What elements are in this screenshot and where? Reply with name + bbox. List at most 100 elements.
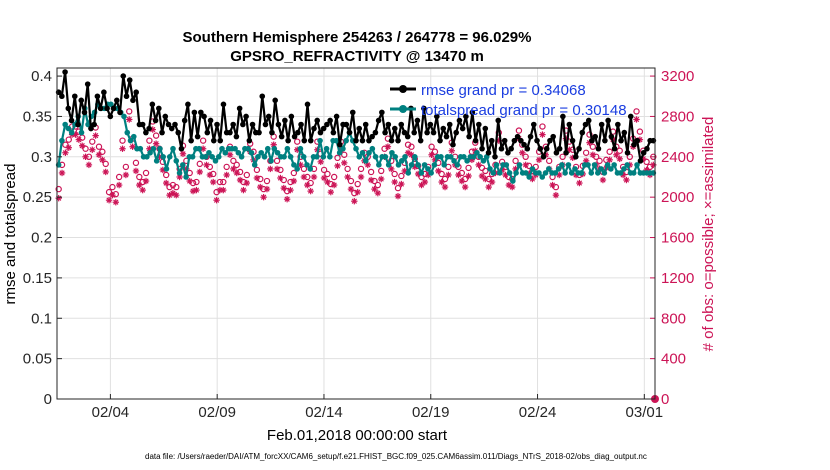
spread-point xyxy=(591,162,598,168)
rmse-point xyxy=(346,129,353,136)
spread-point xyxy=(150,145,157,152)
spread-point xyxy=(630,170,637,176)
assimilated-obs-marker xyxy=(317,158,324,166)
rmse-point xyxy=(547,137,553,144)
rmse-point xyxy=(94,93,101,100)
rmse-point xyxy=(550,133,556,140)
spread-point xyxy=(405,170,412,176)
rmse-point xyxy=(427,121,434,128)
assimilated-obs-marker xyxy=(273,165,281,173)
possible-obs-marker xyxy=(99,148,106,155)
assimilated-obs-marker xyxy=(85,161,93,169)
spread-point xyxy=(307,166,314,172)
assimilated-obs-marker xyxy=(210,178,217,186)
possible-obs-marker xyxy=(119,137,126,144)
rmse-point xyxy=(353,137,359,144)
chart-title: Southern Hemisphere 254263 / 264778 = 96… xyxy=(183,29,532,46)
assimilated-obs-marker xyxy=(384,143,392,150)
possible-obs-marker xyxy=(95,143,103,150)
possible-obs-marker xyxy=(465,164,472,172)
spread-point xyxy=(510,178,516,184)
spread-point xyxy=(268,158,274,164)
possible-obs-marker xyxy=(391,170,398,178)
spread-point xyxy=(385,162,392,168)
y2-tick-label: 800 xyxy=(661,310,686,327)
plot-frame xyxy=(56,67,656,400)
rmse-point xyxy=(75,121,81,128)
spread-point xyxy=(418,170,425,176)
spread-point xyxy=(506,170,513,176)
possible-obs-marker xyxy=(189,179,197,187)
assimilated-obs-marker xyxy=(115,181,123,189)
rmse-point xyxy=(97,105,104,112)
rmse-point xyxy=(576,145,582,152)
y2-tick-label: 2000 xyxy=(661,189,694,206)
assimilated-obs-marker xyxy=(223,171,230,179)
spread-point xyxy=(300,154,307,160)
rmse-point xyxy=(582,121,589,128)
rmse-point xyxy=(330,129,337,136)
spread-point xyxy=(572,166,578,172)
spread-point xyxy=(180,162,186,168)
rmse-point xyxy=(417,137,424,144)
spread-point xyxy=(340,145,346,152)
rmse-point xyxy=(272,97,278,104)
spread-point xyxy=(562,170,568,176)
spread-point xyxy=(144,154,150,160)
assimilated-obs-marker xyxy=(324,178,331,186)
spread-point xyxy=(451,158,457,164)
spread-point xyxy=(173,158,180,164)
possible-obs-marker xyxy=(280,176,287,184)
rmse-point xyxy=(282,117,288,124)
assimilated-obs-marker xyxy=(398,180,405,188)
rmse-point xyxy=(518,137,524,144)
spread-point xyxy=(219,145,225,152)
rmse-point xyxy=(168,125,175,132)
assimilated-obs-marker xyxy=(485,183,492,191)
x-tick-label: 02/09 xyxy=(198,404,236,421)
assimilated-obs-marker xyxy=(482,175,489,183)
rmse-point xyxy=(430,129,437,136)
rmse-point xyxy=(262,121,269,128)
possible-obs-marker xyxy=(381,145,388,152)
assimilated-obs-marker xyxy=(105,196,113,204)
rmse-point xyxy=(395,137,401,144)
spread-point xyxy=(470,154,477,160)
spread-point xyxy=(353,145,359,152)
assimilated-obs-marker xyxy=(394,192,402,200)
possible-obs-marker xyxy=(354,180,361,188)
possible-obs-marker xyxy=(82,145,89,152)
spread-point xyxy=(608,166,614,172)
spread-point xyxy=(183,174,189,180)
spread-point xyxy=(62,121,68,128)
assimilated-obs-marker xyxy=(549,181,556,189)
rmse-point xyxy=(530,121,537,128)
rmse-point xyxy=(485,149,492,156)
assimilated-obs-marker xyxy=(445,171,452,179)
assimilated-obs-marker xyxy=(465,172,472,180)
y-tick-label: 0.15 xyxy=(23,270,52,287)
spread-point xyxy=(477,154,483,160)
assimilated-obs-marker xyxy=(233,169,240,177)
rmse-point xyxy=(476,121,482,128)
spread-point xyxy=(408,162,415,168)
rmse-point xyxy=(143,129,149,136)
rmse-point xyxy=(624,149,631,156)
assimilated-obs-marker xyxy=(354,188,361,196)
possible-obs-marker xyxy=(646,163,654,171)
rmse-point xyxy=(172,121,178,128)
spread-point xyxy=(68,129,75,136)
spread-point xyxy=(320,154,327,160)
rmse-point xyxy=(204,129,211,136)
assimilated-obs-marker xyxy=(82,153,89,161)
rmse-point xyxy=(207,117,214,124)
possible-obs-marker xyxy=(109,183,116,191)
rmse-point xyxy=(243,113,249,120)
rmse-point xyxy=(181,117,188,124)
assimilated-obs-marker xyxy=(552,191,560,199)
possible-obs-marker xyxy=(374,181,382,189)
y-tick-label: 0.05 xyxy=(23,351,52,368)
possible-obs-marker xyxy=(344,165,351,173)
possible-obs-marker xyxy=(334,154,341,162)
assimilated-obs-marker xyxy=(283,195,291,203)
